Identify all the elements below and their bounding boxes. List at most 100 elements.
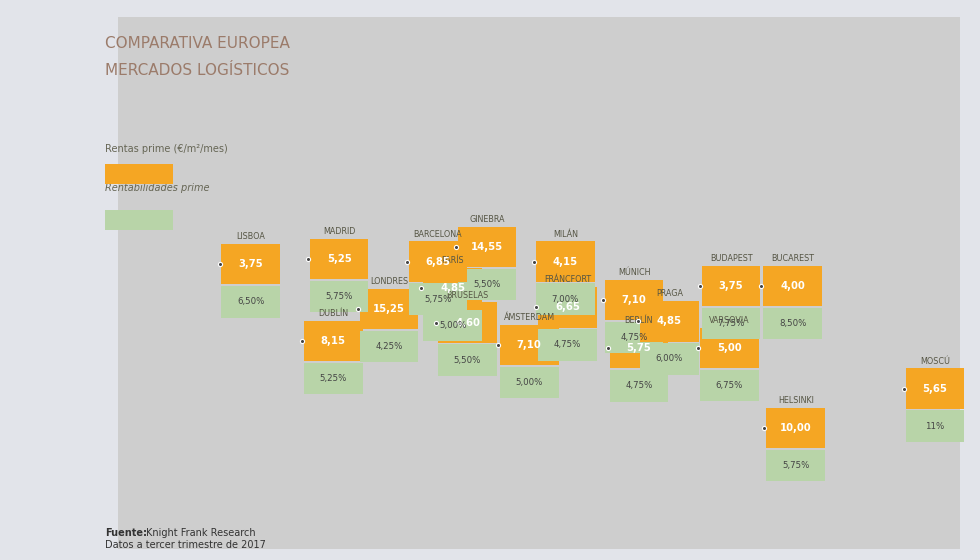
Text: 5,00%: 5,00% (515, 378, 543, 387)
Text: 5,75%: 5,75% (325, 292, 353, 301)
Text: Datos a tercer trimestre de 2017: Datos a tercer trimestre de 2017 (105, 540, 266, 550)
FancyBboxPatch shape (310, 281, 368, 312)
Text: 8,50%: 8,50% (779, 319, 807, 328)
Text: 3,75: 3,75 (238, 259, 264, 269)
Text: MADRID: MADRID (322, 227, 356, 236)
Text: 6,75%: 6,75% (715, 381, 743, 390)
FancyBboxPatch shape (409, 241, 467, 282)
FancyBboxPatch shape (605, 280, 663, 320)
Text: Fuente:: Fuente: (105, 528, 147, 538)
Text: 5,00: 5,00 (716, 343, 742, 353)
FancyBboxPatch shape (310, 239, 368, 279)
FancyBboxPatch shape (605, 322, 663, 353)
Text: 6,85: 6,85 (425, 256, 451, 267)
FancyBboxPatch shape (105, 164, 173, 184)
FancyBboxPatch shape (906, 368, 964, 409)
Text: 4,75%: 4,75% (554, 340, 581, 349)
Text: 5,25%: 5,25% (319, 374, 347, 383)
Text: BRUSELAS: BRUSELAS (446, 291, 489, 300)
Text: DUBLÍN: DUBLÍN (318, 309, 348, 318)
FancyBboxPatch shape (538, 287, 597, 328)
Text: 7,10: 7,10 (621, 295, 647, 305)
FancyBboxPatch shape (409, 283, 467, 315)
FancyBboxPatch shape (423, 268, 482, 308)
FancyBboxPatch shape (700, 328, 759, 368)
Text: 5,25: 5,25 (326, 254, 352, 264)
Text: 14,55: 14,55 (471, 242, 503, 252)
FancyBboxPatch shape (221, 244, 280, 284)
Text: MERCADOS LOGÍSTICOS: MERCADOS LOGÍSTICOS (105, 63, 289, 78)
FancyBboxPatch shape (610, 328, 668, 368)
Text: BARCELONA: BARCELONA (414, 230, 463, 239)
Bar (118, 17, 960, 549)
FancyBboxPatch shape (763, 266, 822, 306)
FancyBboxPatch shape (500, 325, 559, 365)
Text: MOSCÚ: MOSCÚ (920, 357, 950, 366)
Text: 8,15: 8,15 (320, 336, 346, 346)
FancyBboxPatch shape (702, 308, 760, 339)
Text: 3,75: 3,75 (718, 281, 744, 291)
FancyBboxPatch shape (766, 450, 825, 481)
Text: BUDAPEST: BUDAPEST (710, 254, 753, 263)
FancyBboxPatch shape (360, 331, 418, 362)
FancyBboxPatch shape (640, 343, 699, 375)
Text: 4,75%: 4,75% (625, 381, 653, 390)
Text: 6,00%: 6,00% (656, 354, 683, 363)
Text: LISBOA: LISBOA (236, 232, 266, 241)
FancyBboxPatch shape (500, 367, 559, 398)
Text: BUCAREST: BUCAREST (771, 254, 814, 263)
FancyBboxPatch shape (536, 283, 595, 315)
Text: 4,00: 4,00 (780, 281, 806, 291)
Text: 5,65: 5,65 (922, 384, 948, 394)
Text: 5,00%: 5,00% (439, 321, 466, 330)
FancyBboxPatch shape (763, 308, 822, 339)
FancyBboxPatch shape (610, 370, 668, 402)
Text: PRAGA: PRAGA (656, 290, 683, 298)
FancyBboxPatch shape (766, 408, 825, 448)
Text: 4,60: 4,60 (455, 318, 480, 328)
Text: MILÁN: MILÁN (553, 230, 578, 239)
Text: PARÍS: PARÍS (441, 256, 465, 265)
FancyBboxPatch shape (423, 310, 482, 341)
Text: COMPARATIVA EUROPEA: COMPARATIVA EUROPEA (105, 36, 290, 52)
Text: 7,75%: 7,75% (717, 319, 745, 328)
Text: LONDRES: LONDRES (370, 277, 408, 286)
FancyBboxPatch shape (640, 301, 699, 342)
Text: FRÁNCFORT: FRÁNCFORT (544, 276, 591, 284)
FancyBboxPatch shape (702, 266, 760, 306)
FancyBboxPatch shape (458, 227, 516, 267)
Text: VARSOVIA: VARSOVIA (709, 316, 750, 325)
Text: 5,75: 5,75 (626, 343, 652, 353)
FancyBboxPatch shape (458, 269, 516, 300)
Text: Rentas prime (€/m²/mes): Rentas prime (€/m²/mes) (105, 144, 227, 154)
Text: 5,75%: 5,75% (424, 295, 452, 304)
FancyBboxPatch shape (105, 210, 173, 230)
Text: 7,00%: 7,00% (552, 295, 579, 304)
Text: MÚNICH: MÚNICH (617, 268, 651, 277)
Text: 11%: 11% (925, 422, 945, 431)
Text: HELSINKI: HELSINKI (778, 396, 813, 405)
Text: GINEBRA: GINEBRA (469, 215, 505, 224)
FancyBboxPatch shape (700, 370, 759, 401)
FancyBboxPatch shape (221, 286, 280, 318)
Text: 15,25: 15,25 (373, 304, 405, 314)
Text: 4,85: 4,85 (440, 283, 465, 293)
FancyBboxPatch shape (360, 289, 418, 329)
FancyBboxPatch shape (438, 344, 497, 376)
Text: 4,75%: 4,75% (620, 333, 648, 342)
Text: 4,85: 4,85 (657, 316, 682, 326)
FancyBboxPatch shape (538, 329, 597, 361)
Text: 5,75%: 5,75% (782, 461, 809, 470)
Text: ÁMSTERDAM: ÁMSTERDAM (504, 313, 555, 322)
Text: 5,50%: 5,50% (454, 356, 481, 365)
FancyBboxPatch shape (304, 363, 363, 394)
Text: Knight Frank Research: Knight Frank Research (146, 528, 256, 538)
Text: 6,50%: 6,50% (237, 297, 265, 306)
FancyBboxPatch shape (536, 241, 595, 282)
FancyBboxPatch shape (304, 321, 363, 361)
Text: 10,00: 10,00 (780, 423, 811, 433)
Text: Rentabilidades prime: Rentabilidades prime (105, 183, 210, 193)
Text: 5,50%: 5,50% (473, 280, 501, 289)
Text: 4,25%: 4,25% (375, 342, 403, 351)
FancyBboxPatch shape (906, 410, 964, 442)
